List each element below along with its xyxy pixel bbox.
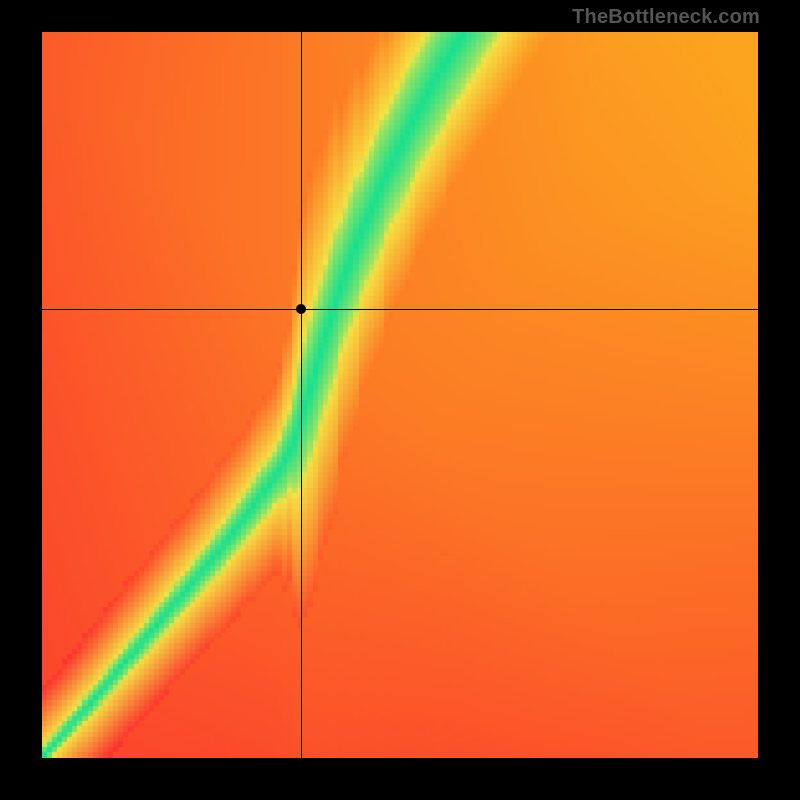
crosshair-vertical: [301, 32, 302, 758]
crosshair-horizontal: [42, 309, 758, 310]
heatmap-canvas: [42, 32, 758, 758]
heatmap-plot: [42, 32, 758, 758]
watermark-text: TheBottleneck.com: [572, 6, 760, 29]
chart-container: TheBottleneck.com: [0, 0, 800, 800]
